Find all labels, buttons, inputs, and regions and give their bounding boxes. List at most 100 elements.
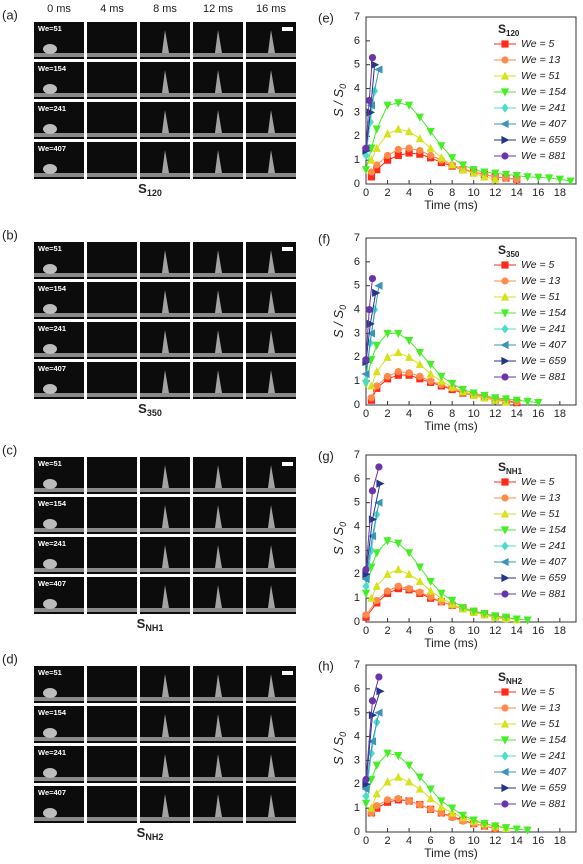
data-point: [437, 797, 446, 806]
data-point: [426, 577, 435, 587]
jet: [215, 110, 222, 133]
data-point: [394, 772, 403, 781]
photo-frame: [87, 497, 137, 534]
legend-marker: [501, 590, 509, 598]
y-tick-label: 7: [354, 11, 360, 23]
legend-entry: We = 407: [521, 118, 567, 130]
y-tick-label: 5: [354, 497, 360, 509]
time-header: 12 ms: [203, 3, 233, 15]
data-point: [367, 748, 375, 758]
jet: [162, 714, 169, 737]
substrate: [140, 133, 190, 137]
jet: [215, 754, 222, 777]
photo-frame: [34, 282, 84, 319]
caption-sub: NH1: [145, 623, 163, 633]
data-point: [437, 589, 446, 598]
jet: [268, 30, 275, 53]
substrate: [87, 817, 137, 821]
legend-marker: [500, 557, 509, 567]
droplet: [43, 344, 57, 354]
photo-frame: [34, 537, 84, 574]
substrate: [140, 273, 190, 277]
legend-entry: We = 13: [521, 54, 560, 66]
substrate: [34, 53, 84, 57]
data-point: [480, 610, 489, 619]
we-label: We=407: [38, 788, 66, 797]
droplet: [43, 124, 57, 134]
data-point: [383, 352, 392, 361]
y-tick-label: 3: [354, 106, 360, 118]
jet: [268, 505, 275, 528]
legend-entry: We = 241: [521, 750, 566, 762]
panel-label: (g): [318, 448, 334, 463]
y-label-sub: 0: [338, 84, 348, 89]
data-point: [469, 389, 478, 398]
data-point: [394, 539, 403, 548]
legend-entry: We = 5: [521, 686, 555, 698]
substrate: [34, 608, 84, 612]
legend-entry: We = 13: [521, 492, 560, 504]
time-header: 16 ms: [256, 3, 286, 15]
legend-entry: We = 51: [521, 70, 560, 82]
data-point: [501, 824, 511, 833]
substrate: [140, 93, 190, 97]
data-point: [426, 369, 435, 378]
substrate: [34, 353, 84, 357]
data-point: [415, 348, 424, 358]
jet: [162, 794, 169, 817]
data-point: [480, 391, 489, 401]
caption-main: S: [138, 401, 147, 416]
legend-marker: [501, 152, 509, 160]
jet: [268, 545, 275, 568]
data-point: [448, 596, 457, 606]
data-point: [367, 173, 375, 181]
photo-frame: [34, 577, 84, 614]
series-line: [365, 752, 528, 831]
legend-marker: [501, 261, 509, 269]
x-tick-label: 18: [554, 625, 566, 637]
title-main: S: [498, 460, 506, 474]
data-point: [361, 784, 370, 794]
data-point: [534, 173, 543, 182]
jet: [268, 465, 275, 488]
y-label-main: S / S: [331, 310, 346, 339]
title-sub: NH2: [506, 677, 523, 686]
data-point: [512, 615, 521, 624]
jet: [215, 465, 222, 488]
substrate: [140, 393, 190, 397]
substrate: [193, 273, 243, 277]
panel-label: (f): [318, 231, 330, 246]
data-point: [415, 134, 424, 143]
data-point: [367, 737, 377, 746]
y-tick-label: 1: [354, 592, 360, 604]
droplet: [43, 164, 57, 174]
y-tick-label: 1: [354, 802, 360, 814]
data-point: [371, 60, 380, 69]
data-point: [383, 101, 392, 110]
x-axis-label: Time (ms): [424, 198, 478, 212]
substrate: [193, 53, 243, 57]
jet: [268, 674, 275, 697]
jet: [215, 330, 222, 353]
substrate: [193, 133, 243, 137]
title-main: S: [498, 670, 506, 684]
data-point: [415, 773, 424, 782]
x-axis-label: Time (ms): [424, 636, 478, 650]
jet: [162, 30, 169, 53]
scale-bar: [282, 462, 293, 466]
data-point: [394, 329, 403, 339]
x-tick-label: 4: [406, 187, 412, 199]
substrate: [140, 777, 190, 781]
y-tick-label: 3: [354, 544, 360, 556]
droplet: [43, 384, 57, 394]
data-point: [427, 151, 435, 159]
panel-caption: S120: [138, 181, 162, 198]
jet: [162, 70, 169, 93]
chart-title: S350: [498, 243, 520, 259]
data-point: [372, 367, 381, 376]
droplet: [43, 264, 57, 274]
substrate: [246, 53, 296, 57]
we-label: We=154: [38, 708, 67, 717]
substrate: [34, 133, 84, 137]
data-point: [415, 563, 424, 572]
